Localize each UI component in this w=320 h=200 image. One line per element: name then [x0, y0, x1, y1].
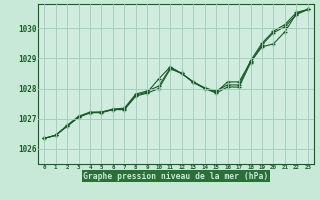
- X-axis label: Graphe pression niveau de la mer (hPa): Graphe pression niveau de la mer (hPa): [84, 172, 268, 181]
